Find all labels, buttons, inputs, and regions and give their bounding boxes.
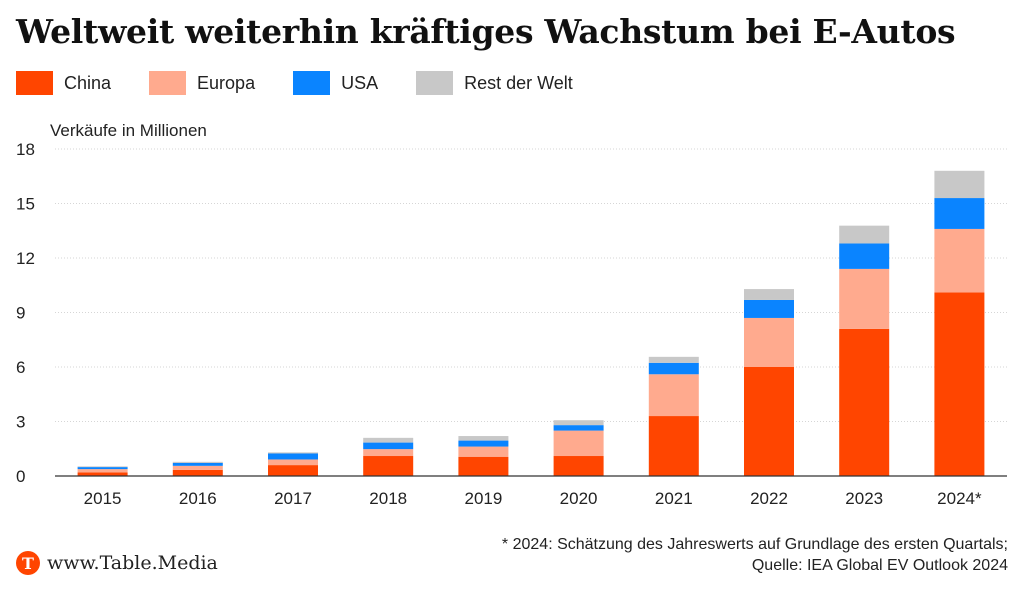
bar-2021-china (648, 416, 699, 476)
bar-2015-rest-der-welt (77, 466, 128, 468)
bar-2016-china (172, 469, 223, 476)
y-tick-label-12: 12 (16, 249, 35, 268)
bar-2015-china (77, 472, 128, 476)
bar-2021-rest-der-welt (648, 356, 699, 363)
bar-2019-rest-der-welt (458, 436, 509, 441)
footnote-estimate-note: * 2024: Schätzung des Jahreswerts auf Gr… (501, 536, 1008, 553)
bar-2022-europa (744, 317, 794, 367)
x-tick-label-2021: 2021 (655, 489, 693, 508)
bar-2016-usa (172, 462, 223, 466)
bar-2022-usa (744, 299, 794, 318)
y-tick-label-18: 18 (16, 140, 35, 159)
bar-2023-usa (839, 243, 890, 269)
x-tick-label-2016: 2016 (179, 489, 217, 508)
bar-2022-china (744, 367, 794, 476)
bar-2022-rest-der-welt (744, 289, 794, 300)
bar-2017-rest-der-welt (268, 452, 318, 454)
y-tick-label-9: 9 (16, 304, 25, 323)
legend-item-europa: Europa (149, 71, 255, 95)
legend-swatch-usa (293, 71, 331, 95)
legend: China Europa USA Rest der Welt (16, 71, 611, 95)
y-tick-label-0: 0 (16, 467, 25, 486)
bar-2018-china (363, 456, 414, 476)
y-tick-label-3: 3 (16, 413, 25, 432)
bar-2020-usa (553, 425, 604, 431)
legend-label-china: China (64, 72, 112, 93)
bar-2016-rest-der-welt (172, 461, 223, 463)
legend-item-china: China (16, 71, 111, 95)
table-media-logo-icon: T (16, 551, 40, 575)
bar-2021-usa (648, 362, 699, 375)
bar-2018-rest-der-welt (363, 437, 414, 443)
bar-2019-usa (458, 440, 509, 447)
legend-swatch-china (16, 71, 53, 95)
bar-2023-europa (839, 268, 890, 329)
bar-2015-usa (77, 467, 128, 470)
bar-2024-rest-der-welt (934, 170, 985, 199)
x-tick-label-2020: 2020 (560, 489, 598, 508)
bar-2021-europa (648, 374, 699, 417)
legend-label-europa: Europa (197, 72, 256, 93)
bar-2017-china (268, 465, 318, 476)
legend-label-rest-der-welt: Rest der Welt (464, 72, 573, 93)
x-tick-label-2015: 2015 (84, 489, 122, 508)
bar-2017-europa (268, 459, 318, 466)
bar-2024-usa (934, 198, 985, 229)
bar-2024-china (934, 292, 985, 476)
x-tick-label-2017: 2017 (274, 489, 312, 508)
bar-2023-rest-der-welt (839, 225, 890, 244)
footnote-source: Quelle: IEA Global EV Outlook 2024 (751, 557, 1008, 574)
bar-2017-usa (268, 453, 318, 460)
brand-name: www.Table.Media (47, 552, 218, 574)
legend-item-usa: USA (293, 71, 378, 95)
x-tick-label-2024: 2024* (937, 489, 982, 508)
chart-title: Weltweit weiterhin kräftiges Wachstum be… (16, 12, 956, 51)
x-tick-label-2018: 2018 (369, 489, 407, 508)
bar-2019-china (458, 456, 509, 476)
bar-2015-europa (77, 469, 128, 473)
x-tick-label-2022: 2022 (750, 489, 788, 508)
bar-2020-rest-der-welt (553, 420, 604, 426)
bar-2018-europa (363, 449, 414, 457)
bar-2019-europa (458, 446, 509, 457)
x-tick-label-2023: 2023 (845, 489, 883, 508)
legend-label-usa: USA (341, 72, 379, 93)
y-axis-label: Verkäufe in Millionen (50, 121, 207, 140)
bar-2018-usa (363, 442, 414, 450)
y-tick-label-15: 15 (16, 195, 35, 214)
bar-2024-europa (934, 228, 985, 293)
bar-2020-china (553, 456, 604, 476)
legend-swatch-rest-der-welt (416, 71, 454, 95)
y-tick-label-6: 6 (16, 358, 25, 377)
brand: T www.Table.Media (16, 551, 218, 575)
legend-swatch-europa (149, 71, 187, 95)
bar-2023-china (839, 328, 890, 476)
footnote: * 2024: Schätzung des Jahreswerts auf Gr… (502, 534, 1008, 576)
bar-2020-europa (553, 430, 604, 457)
x-tick-label-2019: 2019 (464, 489, 502, 508)
bar-2016-europa (172, 465, 223, 470)
legend-item-rest-der-welt: Rest der Welt (416, 71, 573, 95)
